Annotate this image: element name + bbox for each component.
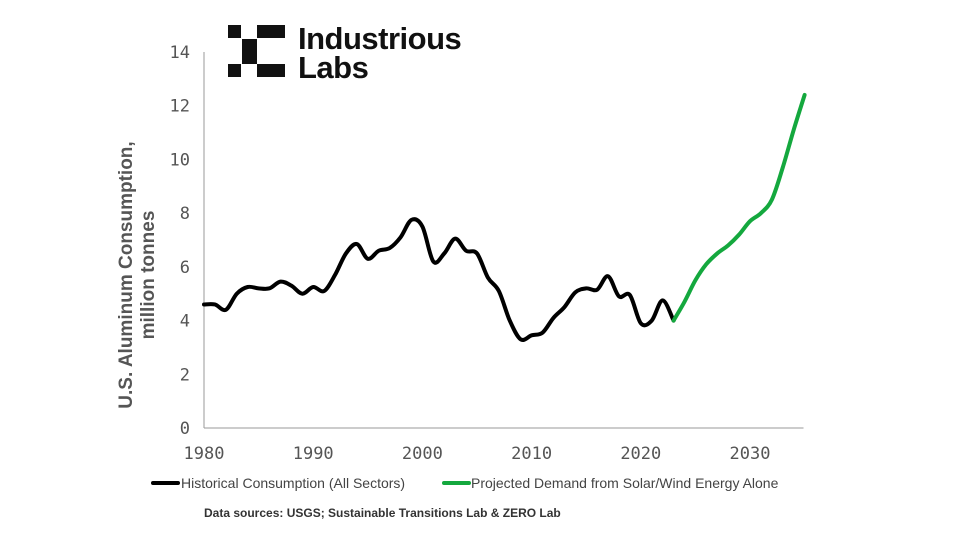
series-line-projected [671,92,807,323]
x-tick-label: 2030 [730,444,771,464]
logo-text-line2: Labs [298,50,368,85]
x-tick-label: 2010 [511,444,552,464]
x-tick-label: 1990 [293,444,334,464]
x-tick-label: 2000 [402,444,443,464]
y-tick-label: 2 [180,365,190,385]
y-tick-label: 8 [180,204,190,224]
series-line-historical [202,217,676,342]
logo-text-line1: Industrious [298,21,461,56]
y-tick-label: 6 [180,258,190,278]
series-lines [202,92,807,342]
x-tick-label: 2020 [620,444,661,464]
axes [203,52,804,429]
source-note: Data sources: USGS; Sustainable Transiti… [204,506,561,520]
legend-label-projected: Projected Demand from Solar/Wind Energy … [471,475,779,491]
y-axis-label-line2: million tonnes [138,211,159,340]
legend: Historical Consumption (All Sectors) Pro… [151,475,779,491]
y-tick-label: 4 [180,312,190,332]
y-tick-label: 14 [170,43,190,63]
legend-label-historical: Historical Consumption (All Sectors) [181,475,405,491]
y-tick-label: 0 [180,419,190,439]
y-axis-label: U.S. Aluminum Consumption, million tonne… [116,141,159,408]
y-tick-label: 12 [170,97,190,117]
logo: Industrious Labs [228,21,462,85]
logo-mark-icon [228,25,285,77]
y-tick-label: 10 [170,150,190,170]
y-axis-label-line1: U.S. Aluminum Consumption, [116,141,137,408]
tick-labels: 0 2 4 6 8 10 12 14 1980 1990 2000 2010 2020 2030 [170,43,771,464]
x-tick-label: 1980 [184,444,225,464]
